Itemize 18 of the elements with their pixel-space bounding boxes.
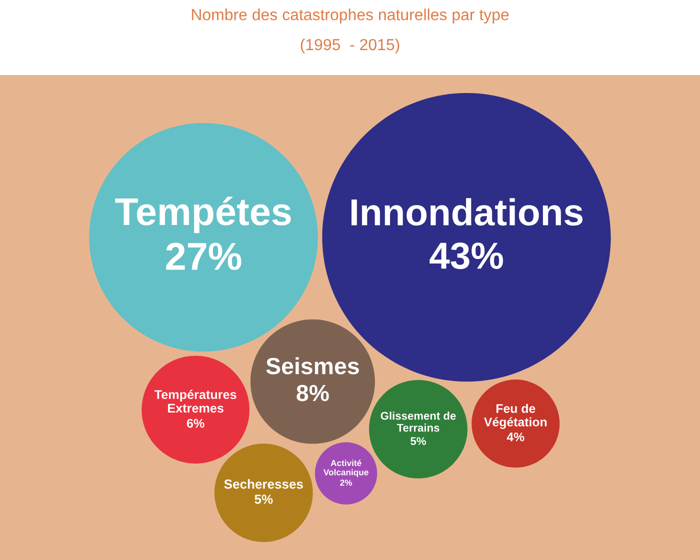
data-label: 2%: [340, 480, 352, 486]
text: (1995 - 2015): [300, 38, 400, 54]
category-label: Secheresses: [224, 479, 303, 489]
data-label: 27%: [166, 242, 242, 270]
data-label: 6%: [186, 418, 204, 428]
data-label: 5%: [254, 494, 273, 504]
category-label: Températures Extremes: [154, 390, 236, 413]
data-label: 8%: [296, 384, 329, 402]
category-label: Innondations: [352, 198, 583, 226]
category-label: Feu de Végétation: [484, 404, 547, 429]
text: Nombre des catastrophes naturelles par type: [192, 8, 509, 24]
category-label: Tempétes: [115, 196, 291, 234]
category-label: Activité Volcanique: [324, 460, 368, 478]
data-label: 43%: [430, 242, 503, 270]
data-label: 5%: [410, 437, 426, 446]
category-label: Glissement de Terrains: [380, 412, 456, 432]
data-label: 4%: [506, 432, 524, 442]
category-label: Seismes: [266, 357, 359, 374]
